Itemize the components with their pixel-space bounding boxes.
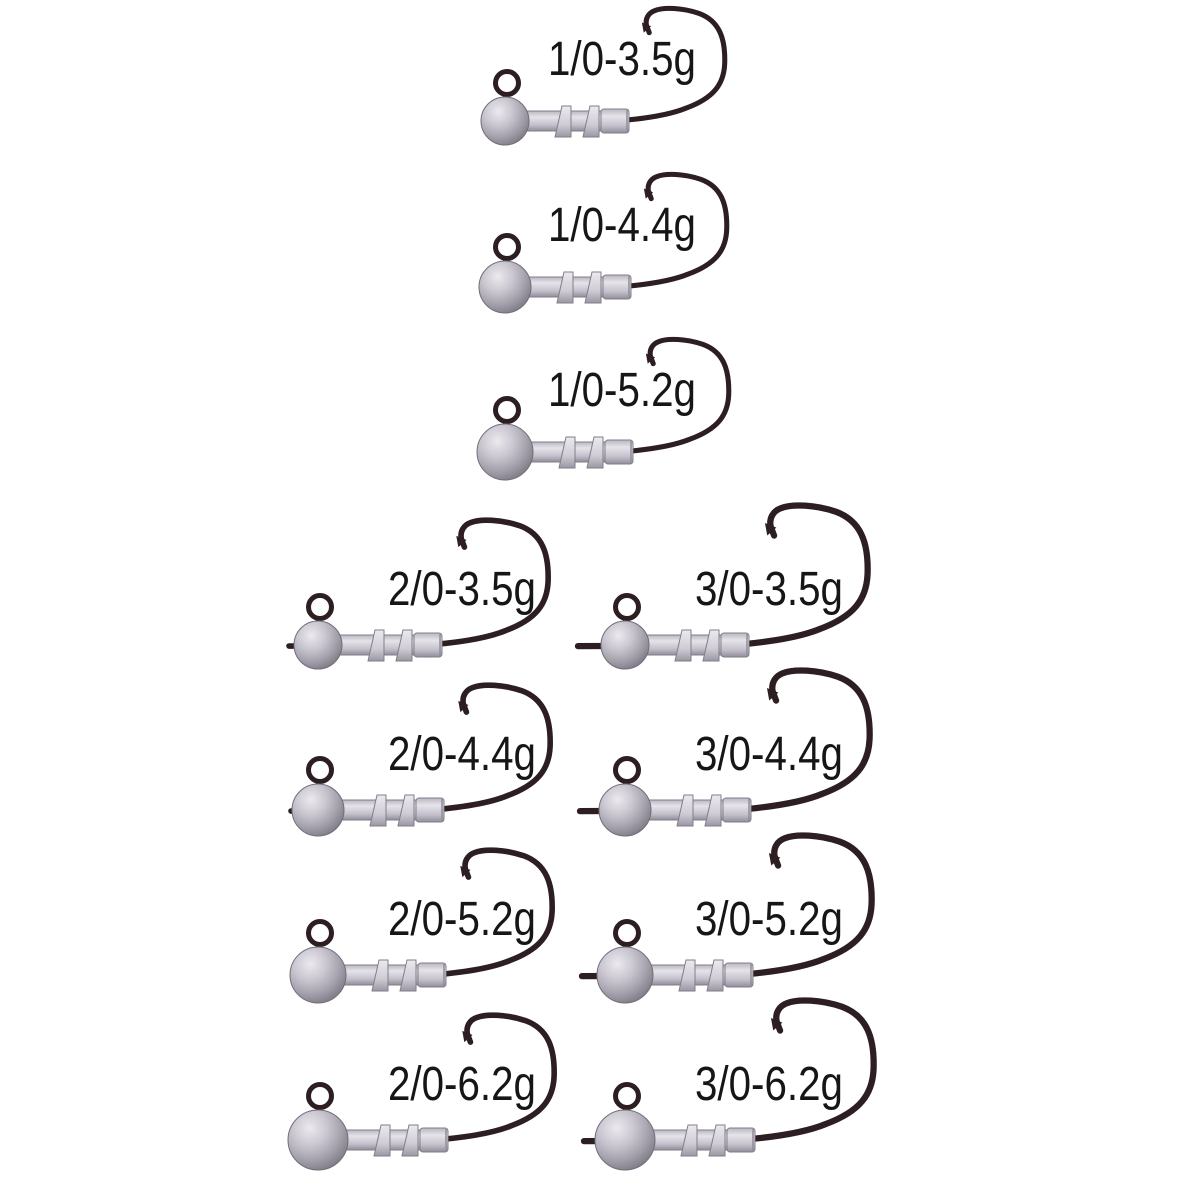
keeper-collar <box>520 105 630 138</box>
keeper-barb <box>708 1124 726 1157</box>
hook-barb <box>643 188 654 199</box>
keeper-barb <box>674 629 692 662</box>
lead-ball <box>598 783 652 837</box>
size-weight-label: 1/0-3.5g <box>548 33 696 86</box>
keeper-collar <box>335 794 445 827</box>
line-eye <box>613 919 641 952</box>
keeper-barb <box>678 959 696 992</box>
keeper-barb <box>399 959 417 992</box>
keeper-barb <box>584 271 602 304</box>
hook-barb <box>766 688 779 701</box>
keeper-collar <box>337 959 447 992</box>
keeper-barb <box>367 629 385 662</box>
keeper-barb <box>395 629 413 662</box>
keeper-barb <box>704 794 722 827</box>
hook-barb <box>460 865 471 878</box>
line-eye <box>493 69 521 102</box>
lead-ball <box>476 423 534 481</box>
lead-ball <box>287 1109 349 1171</box>
size-weight-label: 2/0-3.5g <box>388 563 536 616</box>
line-eye <box>613 756 641 789</box>
keeper-barb <box>702 629 720 662</box>
keeper-collar <box>640 629 750 662</box>
keeper-barb <box>397 794 415 827</box>
lead-ball <box>480 96 530 146</box>
line-eye <box>306 593 334 626</box>
line-eye <box>306 1082 334 1115</box>
keeper-barb <box>556 271 574 304</box>
lead-ball <box>594 1109 656 1171</box>
jig-head-illustration <box>480 5 728 146</box>
keeper-collar <box>524 436 634 469</box>
hook-barb <box>764 523 777 536</box>
lead-ball <box>596 946 654 1004</box>
hook-barb <box>462 1030 473 1043</box>
keeper-barb <box>373 1124 391 1157</box>
size-weight-label: 1/0-5.2g <box>548 364 696 417</box>
keeper-barb <box>369 794 387 827</box>
hook-barb <box>641 22 652 33</box>
hook-barb <box>456 535 467 548</box>
lead-ball <box>291 783 345 837</box>
lead-ball <box>600 620 650 670</box>
line-eye <box>613 1082 641 1115</box>
size-weight-label: 2/0-6.2g <box>388 1058 536 1111</box>
keeper-collar <box>333 629 443 662</box>
lead-ball <box>478 260 532 314</box>
size-weight-label: 3/0-3.5g <box>695 563 843 616</box>
lead-ball <box>293 620 343 670</box>
keeper-barb <box>680 1124 698 1157</box>
keeper-barb <box>558 436 576 469</box>
size-weight-label: 3/0-5.2g <box>695 893 843 946</box>
hook-barb <box>458 700 469 713</box>
line-eye <box>493 233 521 266</box>
lead-ball <box>289 946 347 1004</box>
keeper-collar <box>339 1124 449 1157</box>
line-eye <box>613 593 641 626</box>
size-weight-label: 3/0-4.4g <box>695 728 843 781</box>
hook-barb <box>645 353 656 364</box>
size-weight-label: 1/0-4.4g <box>548 199 696 252</box>
size-weight-label: 2/0-4.4g <box>388 728 536 781</box>
line-eye <box>306 919 334 952</box>
keeper-barb <box>401 1124 419 1157</box>
keeper-barb <box>554 105 572 138</box>
line-eye <box>306 756 334 789</box>
keeper-barb <box>582 105 600 138</box>
keeper-collar <box>522 271 632 304</box>
keeper-barb <box>706 959 724 992</box>
size-weight-label: 3/0-6.2g <box>695 1058 843 1111</box>
keeper-collar <box>642 794 752 827</box>
line-eye <box>493 396 521 429</box>
keeper-barb <box>676 794 694 827</box>
keeper-barb <box>586 436 604 469</box>
keeper-collar <box>646 1124 756 1157</box>
hook-barb <box>770 1018 783 1031</box>
keeper-collar <box>644 959 754 992</box>
keeper-barb <box>371 959 389 992</box>
size-weight-label: 2/0-5.2g <box>388 893 536 946</box>
hook-barb <box>768 853 781 866</box>
